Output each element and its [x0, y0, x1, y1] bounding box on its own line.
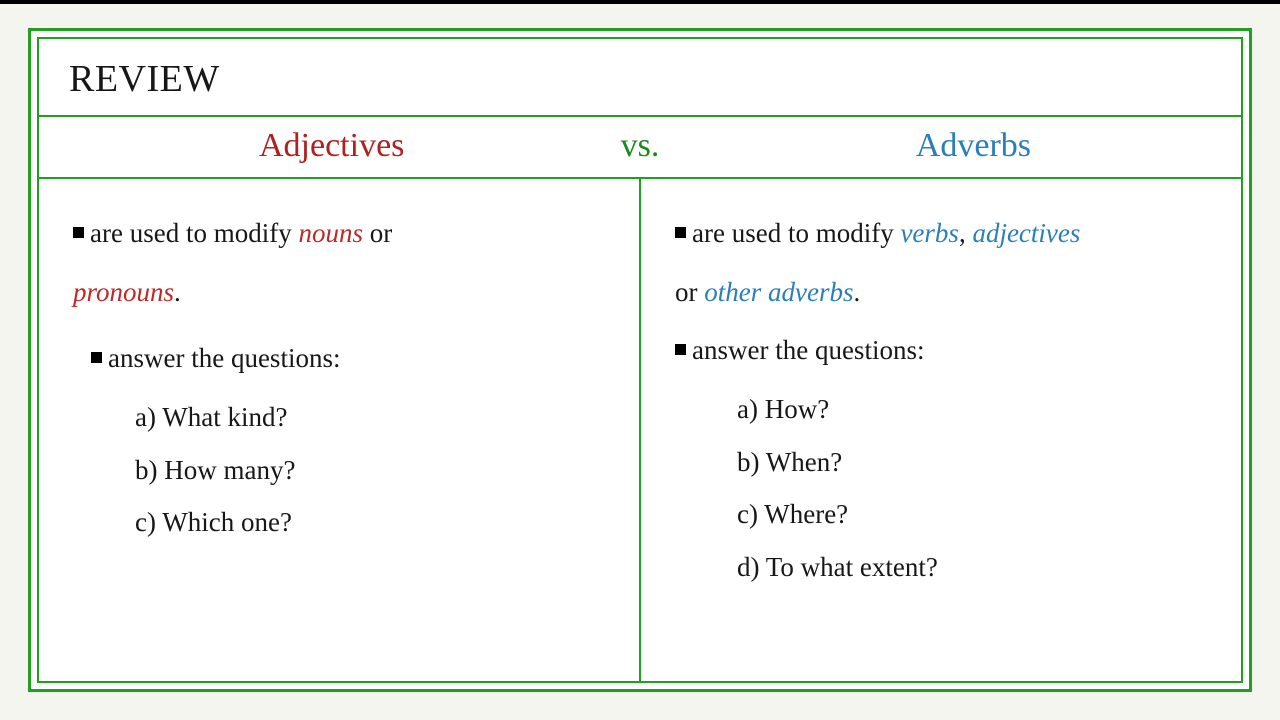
text: . — [174, 277, 181, 307]
list-item: b) How many? — [135, 444, 605, 497]
top-black-bar — [0, 0, 1280, 4]
text: answer the questions: — [108, 343, 340, 373]
header-row: Adjectives vs. Adverbs — [39, 117, 1241, 179]
header-vs: vs. — [621, 127, 660, 165]
page-title: REVIEW — [69, 57, 1211, 101]
text: answer the questions: — [692, 335, 924, 365]
list-item: b) When? — [737, 436, 1207, 489]
adj-modify-line2: pronouns. — [73, 266, 605, 319]
text: are used to modify — [692, 218, 900, 248]
list-item: a) What kind? — [135, 391, 605, 444]
list-item: d) To what extent? — [737, 541, 1207, 594]
em-pronouns: pronouns — [73, 277, 174, 307]
text: or — [675, 277, 704, 307]
adj-question-list: a) What kind? b) How many? c) Which one? — [135, 391, 605, 549]
em-adjectives: adjectives — [972, 218, 1080, 248]
list-item: c) Where? — [737, 488, 1207, 541]
text: are used to modify — [90, 218, 298, 248]
list-item: a) How? — [737, 383, 1207, 436]
adv-modify-line2: or other adverbs. — [675, 266, 1207, 319]
adjectives-column: are used to modify nouns or pronouns. an… — [39, 179, 641, 681]
adv-modify-line: are used to modify verbs, adjectives — [675, 207, 1207, 260]
outer-frame: REVIEW Adjectives vs. Adverbs are used t… — [28, 28, 1252, 692]
list-item: c) Which one? — [135, 496, 605, 549]
body-row: are used to modify nouns or pronouns. an… — [39, 179, 1241, 681]
text: or — [363, 218, 392, 248]
em-verbs: verbs — [900, 218, 958, 248]
header-adverbs: Adverbs — [916, 127, 1031, 165]
title-cell: REVIEW — [39, 39, 1241, 117]
adv-question-list: a) How? b) When? c) Where? d) To what ex… — [737, 383, 1207, 594]
bullet-icon — [91, 352, 102, 363]
adverbs-column: are used to modify verbs, adjectives or … — [641, 179, 1241, 681]
adj-questions-intro: answer the questions: — [91, 332, 605, 385]
text: , — [959, 218, 973, 248]
adj-modify-line: are used to modify nouns or — [73, 207, 605, 260]
bullet-icon — [675, 227, 686, 238]
bullet-icon — [73, 227, 84, 238]
bullet-icon — [675, 344, 686, 355]
header-adjectives: Adjectives — [259, 127, 404, 165]
adv-questions-intro: answer the questions: — [675, 324, 1207, 377]
inner-frame: REVIEW Adjectives vs. Adverbs are used t… — [37, 37, 1243, 683]
em-other-adverbs: other adverbs — [704, 277, 853, 307]
em-nouns: nouns — [298, 218, 363, 248]
text: . — [853, 277, 860, 307]
